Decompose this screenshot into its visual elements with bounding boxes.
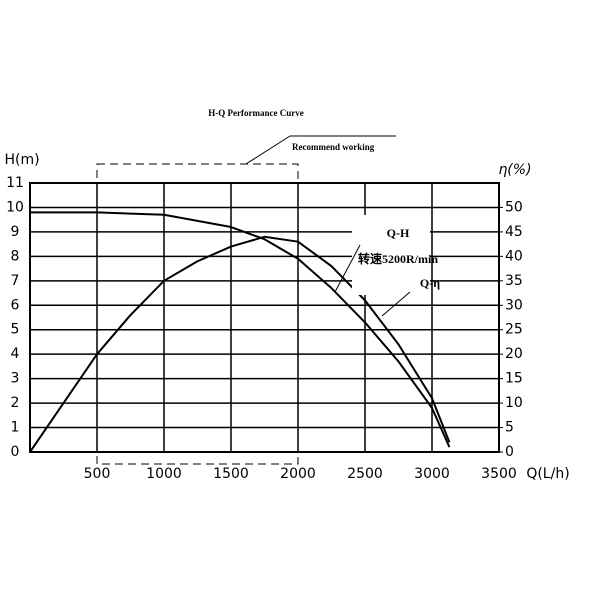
y-tick-label: 6 <box>11 297 20 313</box>
y-tick-label: 0 <box>11 444 20 460</box>
annotation: Q-H <box>387 226 410 240</box>
x-axis-label: Q(L/h) <box>526 466 569 482</box>
y-tick-label: 2 <box>11 395 20 411</box>
annotation: 转速5200R/min <box>358 251 438 266</box>
y2-axis-label: η(%) <box>498 162 531 178</box>
y-tick-label: 9 <box>11 224 20 240</box>
y-tick-label: 5 <box>11 322 20 338</box>
y-tick-label: 3 <box>11 371 20 387</box>
y-tick-label: 8 <box>11 248 20 264</box>
y-tick-label: 4 <box>11 346 20 362</box>
y2-tick-label: 15 <box>505 371 523 387</box>
x-tick-label: 1000 <box>146 466 182 482</box>
callout-arrow <box>381 291 411 317</box>
x-tick-label: 500 <box>84 466 111 482</box>
y-tick-label: 10 <box>6 199 24 215</box>
y2-tick-label: 40 <box>505 248 523 264</box>
y2-tick-label: 25 <box>505 322 523 338</box>
x-tick-label: 3500 <box>481 466 517 482</box>
callout-arrow <box>245 135 291 165</box>
label-box <box>352 215 430 295</box>
y2-tick-label: 30 <box>505 297 523 313</box>
x-tick-label: 2500 <box>347 466 383 482</box>
y2-tick-label: 0 <box>505 444 514 460</box>
chart-title: H-Q Performance Curve <box>208 108 303 118</box>
x-tick-label: 1500 <box>213 466 249 482</box>
y-tick-label: 11 <box>6 175 24 191</box>
y-tick-label: 7 <box>11 273 20 289</box>
y2-tick-label: 20 <box>505 346 523 362</box>
y-tick-label: 1 <box>11 420 20 436</box>
callout-arrow <box>334 244 361 293</box>
x-tick-label: 2000 <box>280 466 316 482</box>
y2-tick-label: 35 <box>505 273 523 289</box>
y2-tick-label: 5 <box>505 420 514 436</box>
curve <box>30 211 451 448</box>
curve <box>29 235 451 453</box>
y2-tick-label: 50 <box>505 199 523 215</box>
y2-tick-label: 45 <box>505 224 523 240</box>
x-tick-label: 3000 <box>414 466 450 482</box>
y2-tick-label: 10 <box>505 395 523 411</box>
annotation: Recommend working <box>292 142 375 152</box>
y-axis-label: H(m) <box>4 152 39 168</box>
annotation: Q-η <box>420 276 440 290</box>
